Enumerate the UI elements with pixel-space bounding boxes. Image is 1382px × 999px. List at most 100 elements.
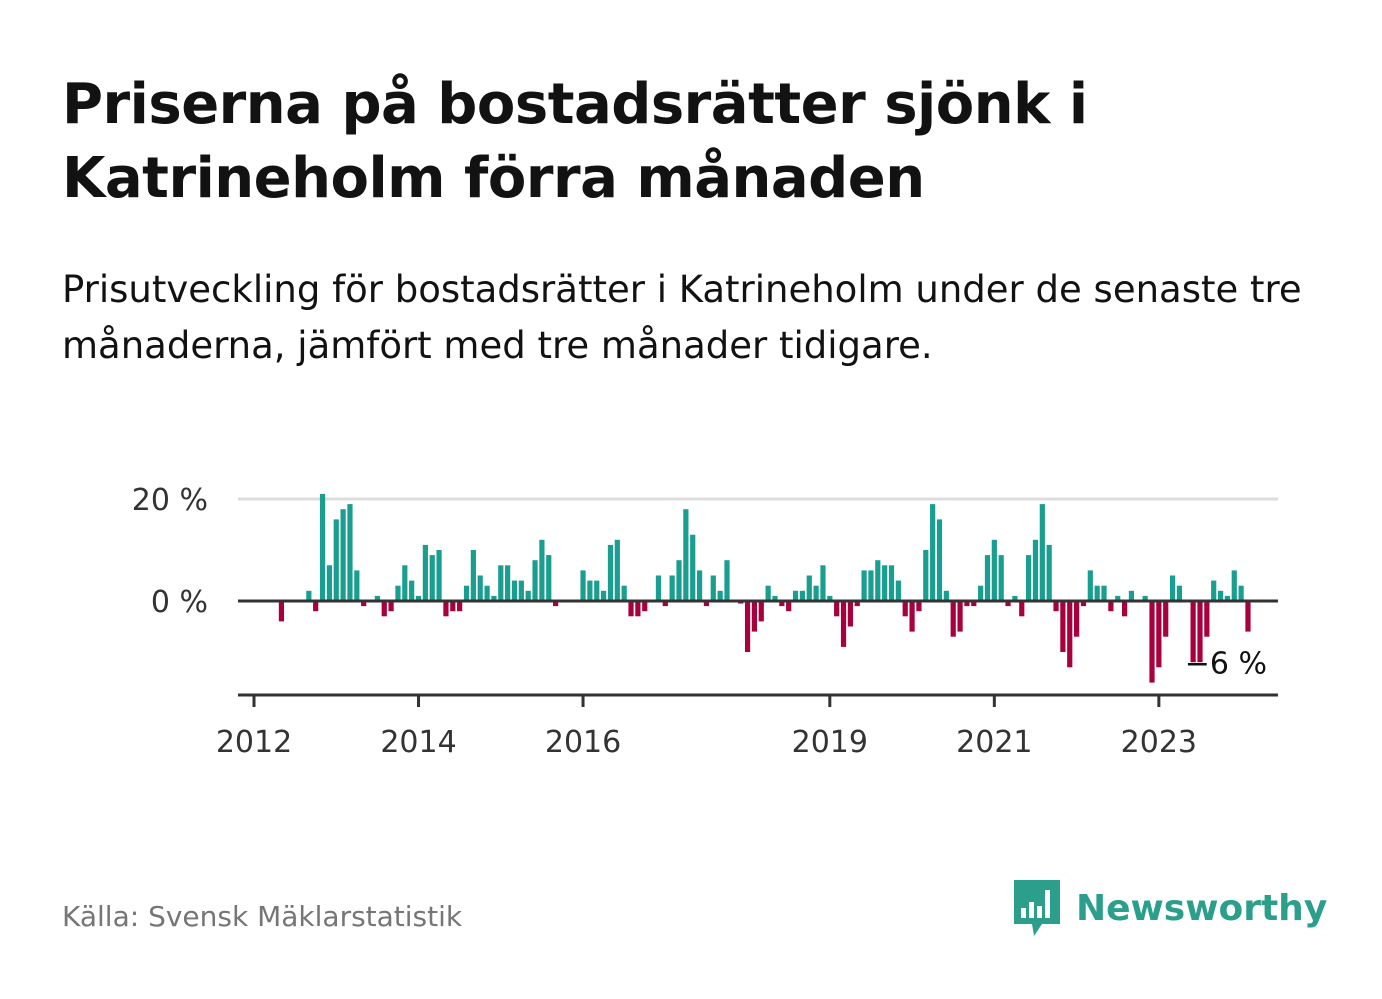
bar: [1101, 585, 1107, 601]
bar: [861, 570, 867, 601]
bar: [1224, 595, 1231, 601]
bar: [868, 570, 874, 601]
bar: [909, 601, 915, 632]
bar: [340, 509, 346, 601]
bar: [964, 601, 970, 607]
bar: [484, 585, 490, 601]
bar: [847, 601, 853, 627]
bar: [1169, 575, 1176, 601]
bar: [1012, 595, 1018, 601]
bar: [1128, 590, 1135, 601]
bar: [539, 539, 545, 601]
bar: [1060, 601, 1066, 652]
bar: [594, 580, 600, 601]
bar: [943, 590, 949, 601]
source-note: Källa: Svensk Mäklarstatistik: [62, 900, 463, 933]
bar: [642, 601, 648, 612]
bar: [395, 585, 401, 601]
bar: [1026, 555, 1032, 601]
tick-labels: 20 % 0 % 2012 2014 2016 2019 2021 2023 −6 %: [132, 483, 1267, 760]
bar: [669, 575, 675, 601]
brand-name: Newsworthy: [1076, 887, 1328, 929]
bar: [854, 601, 860, 607]
bar: [1149, 601, 1155, 683]
bar: [1197, 601, 1203, 663]
bar: [813, 585, 819, 601]
x-tick-label: 2019: [792, 725, 868, 760]
bar: [840, 601, 847, 647]
chart-title: Priserna på bostadsrätter sjönk i Katrin…: [62, 72, 1088, 211]
bar: [888, 565, 895, 601]
bar: [696, 570, 703, 601]
bar: [1074, 601, 1080, 637]
bar: [779, 601, 785, 607]
bar: [457, 601, 463, 612]
bar: [751, 601, 758, 632]
bar: [1087, 570, 1093, 601]
bar: [326, 565, 333, 601]
bar: [772, 595, 778, 601]
bar: [882, 565, 888, 601]
bar: [477, 575, 483, 601]
bar: [703, 601, 710, 607]
bar: [765, 585, 771, 601]
bar: [580, 570, 586, 601]
y-tick-label: 0 %: [151, 585, 208, 620]
bar: [306, 590, 312, 601]
bar: [923, 550, 929, 601]
bar: [409, 580, 415, 601]
bar: [635, 601, 641, 617]
bar: [402, 565, 408, 601]
bar: [614, 539, 620, 601]
bar-series: [278, 493, 1251, 683]
bar: [601, 590, 607, 601]
bar: [450, 601, 456, 612]
bar: [470, 550, 476, 601]
bar: [436, 550, 442, 601]
bar: [607, 544, 614, 601]
brand-logo[interactable]: Newsworthy: [1012, 878, 1327, 938]
bar: [505, 565, 511, 601]
bar: [806, 575, 812, 601]
bar: [587, 580, 593, 601]
last-value-label: −6 %: [1185, 647, 1267, 682]
bar: [313, 601, 319, 612]
bar: [978, 585, 984, 601]
bar: [628, 601, 634, 617]
bar: [1046, 544, 1052, 601]
newsworthy-logo-icon: [1014, 880, 1060, 936]
bar: [662, 601, 668, 607]
bar: [683, 509, 689, 601]
bar: [518, 580, 524, 601]
bar: [820, 565, 826, 601]
bar: [1231, 570, 1237, 601]
bar: [1238, 585, 1244, 601]
bar: [498, 565, 504, 601]
bar: [319, 493, 326, 601]
axes: [238, 599, 1278, 707]
bar: [278, 601, 285, 622]
bar: [957, 601, 963, 632]
bar: [333, 519, 339, 601]
bar: [895, 580, 901, 601]
x-tick-label: 2021: [956, 725, 1032, 760]
bar: [1190, 601, 1196, 663]
bar: [1019, 601, 1025, 617]
bar: [1032, 539, 1039, 601]
bar: [930, 504, 936, 601]
bar: [827, 595, 833, 601]
bar: [936, 519, 943, 601]
bar: [717, 590, 723, 601]
bar: [354, 570, 360, 601]
bar: [902, 601, 908, 617]
bar: [415, 595, 422, 601]
bar: [1115, 595, 1121, 601]
bar: [1142, 595, 1148, 601]
y-tick-label: 20 %: [132, 483, 208, 518]
bar: [1067, 601, 1073, 668]
bar: [950, 601, 956, 637]
bar: [491, 595, 497, 601]
bar: [1176, 585, 1183, 601]
x-tick-label: 2012: [216, 725, 292, 760]
bar-chart: 20 % 0 % 2012 2014 2016 2019 2021 2023 −6 %: [132, 483, 1278, 760]
